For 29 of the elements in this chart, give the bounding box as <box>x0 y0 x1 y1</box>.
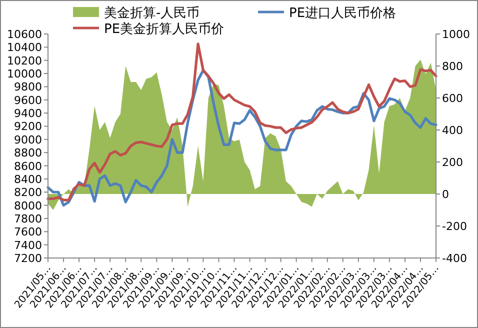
y-tick-label: 10400 <box>7 41 42 54</box>
y-tick-label: 8600 <box>14 160 42 173</box>
y-tick-label: 8000 <box>14 199 42 212</box>
y2-tick-label: 1000 <box>442 28 470 41</box>
y-tick-label: 10000 <box>7 68 42 81</box>
y-tick-label: 9000 <box>14 133 42 146</box>
y-tick-label: 9800 <box>14 80 42 94</box>
y-tick-label: 8800 <box>14 146 42 160</box>
y-tick-label: 7200 <box>14 252 42 265</box>
y2-tick-label: 0 <box>442 188 449 201</box>
y-tick-label: 9400 <box>14 107 42 120</box>
y-tick-label: 9600 <box>14 94 42 107</box>
y-tick-label: 10200 <box>7 54 42 68</box>
legend-label: PE美金折算人民币价 <box>104 21 224 37</box>
y-tick-label: 7800 <box>14 212 42 226</box>
y2-tick-label: -400 <box>442 252 467 265</box>
y-tick-label: 7600 <box>14 226 42 239</box>
y2-tick-label: -200 <box>442 220 467 233</box>
y2-tick-label: 400 <box>442 124 463 137</box>
legend-label: PE进口人民币价格 <box>289 6 396 21</box>
y-tick-label: 8200 <box>14 186 42 200</box>
legend-label: 美金折算-人民币 <box>104 5 200 21</box>
y-tick-label: 8400 <box>14 172 42 186</box>
y2-tick-label: 200 <box>442 156 463 169</box>
y-tick-label: 7400 <box>14 238 42 252</box>
y-tick-label: 10600 <box>7 28 42 41</box>
y-tick-label: 9200 <box>14 120 42 134</box>
y2-tick-label: 800 <box>442 60 463 73</box>
y2-tick-label: 600 <box>442 92 463 105</box>
